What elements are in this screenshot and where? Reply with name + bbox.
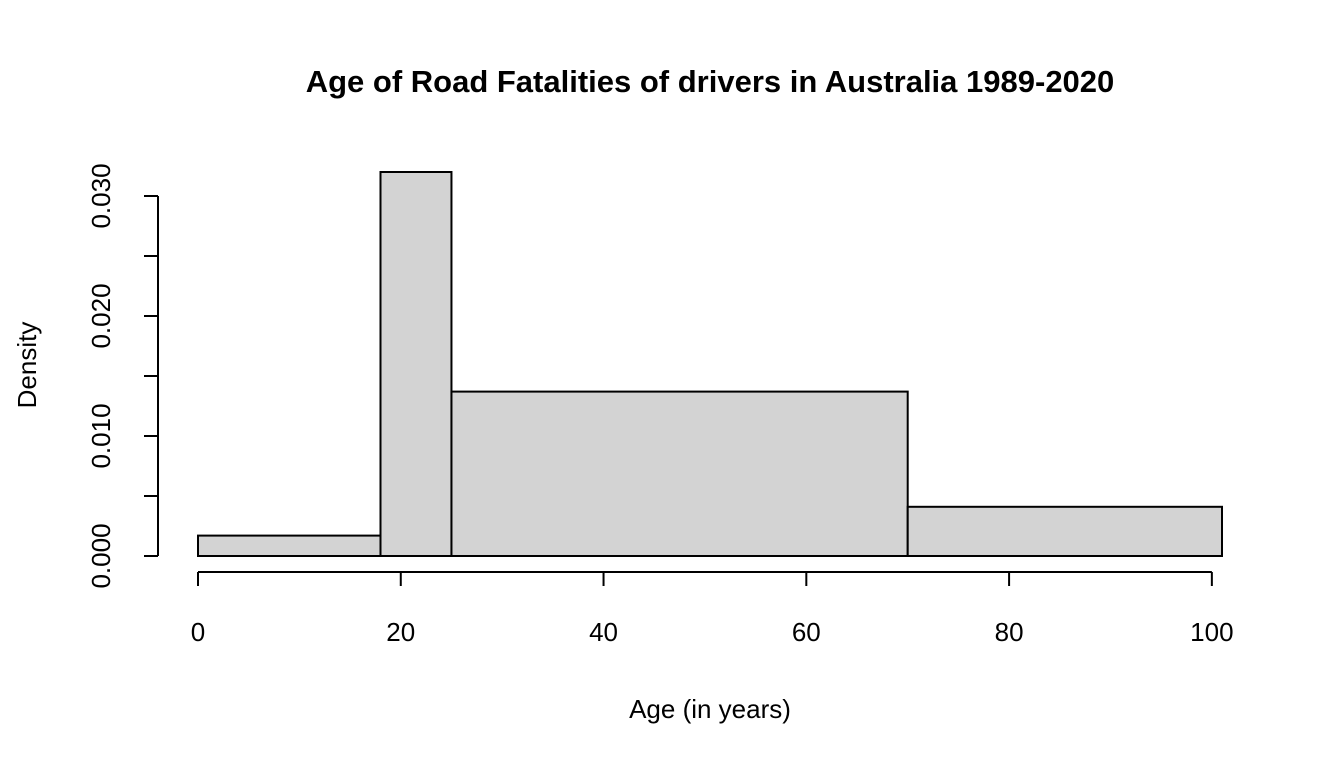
x-axis: 0 20 40 60 80 100 [191,571,1234,647]
x-tick-label: 100 [1190,617,1233,647]
y-tick-label: 0.010 [86,403,116,468]
x-tick-label: 40 [589,617,618,647]
y-axis-label: Density [12,322,42,409]
histogram-bar-4 [906,505,1223,557]
y-axis: 0.000 0.010 0.020 0.030 [86,163,159,589]
y-tick-label: 0.000 [86,523,116,588]
y-tick-label: 0.030 [86,163,116,228]
x-axis-label: Age (in years) [629,694,791,724]
histogram-bar-3 [450,390,909,557]
histogram-bar-2 [379,171,453,557]
x-tick-label: 0 [191,617,205,647]
histogram-bar-1 [197,534,382,557]
chart-title: Age of Road Fatalities of drivers in Aus… [306,64,1115,99]
bars-group [197,171,1223,557]
x-tick-label: 80 [995,617,1024,647]
x-tick-label: 60 [792,617,821,647]
y-tick-label: 0.020 [86,283,116,348]
x-tick-label: 20 [386,617,415,647]
